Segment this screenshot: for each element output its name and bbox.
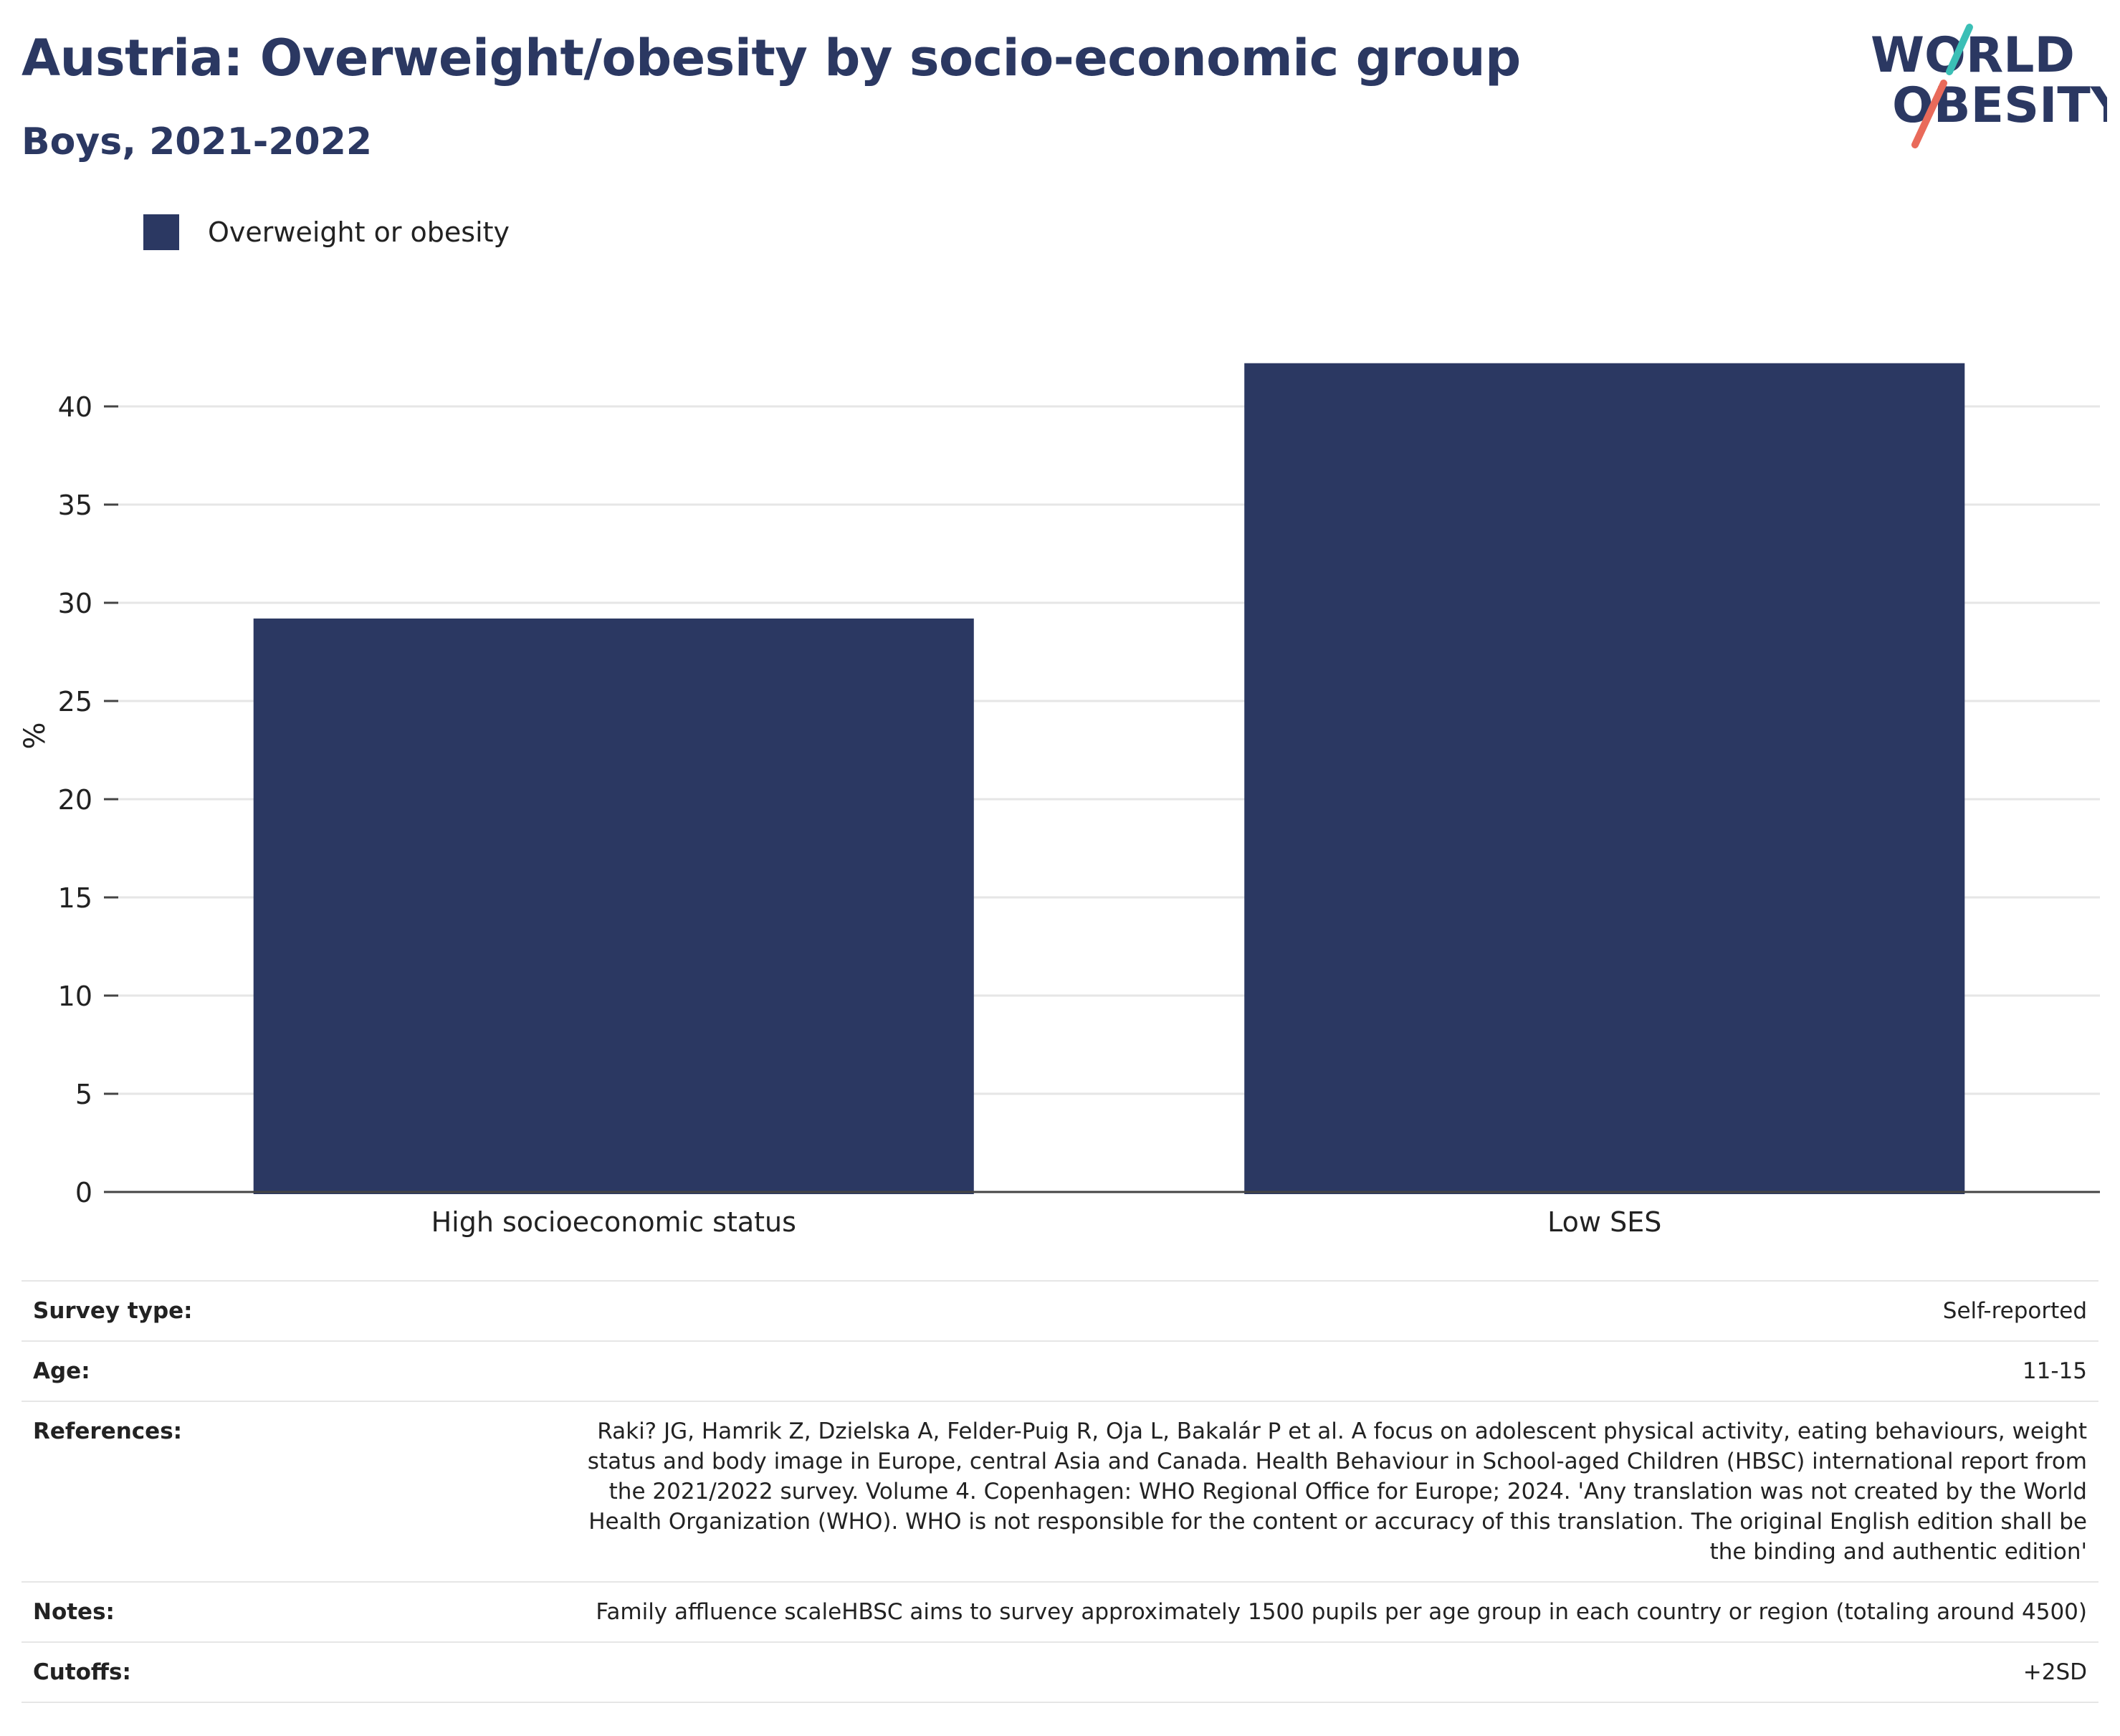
logo-slash-teal-icon: [1946, 24, 1973, 75]
info-value: Raki? JG, Hamrik Z, Dzielska A, Felder-P…: [474, 1401, 2098, 1583]
x-tick-label: High socioeconomic status: [431, 1206, 796, 1238]
y-tick-label: 40: [58, 391, 92, 423]
page-title: Austria: Overweight/obesity by socio-eco…: [22, 29, 1521, 87]
info-row: Age: 11-15: [22, 1340, 2098, 1402]
info-value: Self-reported: [474, 1280, 2098, 1342]
y-tick-label: 15: [58, 882, 92, 914]
info-value: +2SD: [474, 1641, 2098, 1703]
info-label: Age:: [22, 1340, 474, 1402]
y-axis-ticks: 0 5 10 15 20 25 30 35 40: [58, 391, 118, 1208]
logo-line-1: WORLD: [1871, 27, 2075, 84]
y-tick-label: 20: [58, 784, 92, 816]
y-tick-label: 10: [58, 981, 92, 1012]
chart-bars: [253, 363, 1965, 1195]
info-table: Survey type: Self-reported Age: 11-15 Refere…: [22, 1280, 2098, 1703]
info-row: Notes: Family affluence scaleHBSC aims to…: [22, 1581, 2098, 1643]
info-label: Notes:: [22, 1581, 474, 1643]
bar-high-ses[interactable]: [253, 618, 974, 1194]
info-row: References: Raki? JG, Hamrik Z, Dzielska …: [22, 1401, 2098, 1583]
legend-swatch: [143, 214, 179, 250]
info-row: Cutoffs: +2SD: [22, 1641, 2098, 1703]
world-obesity-logo: WORLD OBESITY: [1871, 24, 2107, 148]
y-tick-label: 0: [75, 1177, 92, 1208]
bar-chart: 0 5 10 15 20 25 30 35 40 High socioeconomic stat…: [19, 363, 2100, 1238]
page-subtitle: Boys, 2021-2022: [22, 120, 373, 163]
info-label: Cutoffs:: [22, 1641, 474, 1703]
y-tick-label: 25: [58, 686, 92, 717]
legend-label: Overweight or obesity: [208, 216, 510, 248]
y-tick-label: 35: [58, 490, 92, 521]
logo-slash-coral-icon: [1911, 80, 1947, 148]
y-axis-label: %: [19, 722, 52, 749]
info-row: Survey type: Self-reported: [22, 1280, 2098, 1342]
info-value: 11-15: [474, 1340, 2098, 1402]
info-label: Survey type:: [22, 1280, 474, 1342]
y-tick-label: 5: [75, 1079, 92, 1110]
y-tick-label: 30: [58, 588, 92, 619]
x-tick-label: Low SES: [1547, 1206, 1661, 1238]
bar-low-ses[interactable]: [1244, 363, 1965, 1195]
info-value: Family affluence scaleHBSC aims to surve…: [474, 1581, 2098, 1643]
x-axis-ticks: High socioeconomic status Low SES: [431, 1206, 1662, 1238]
legend: Overweight or obesity: [143, 212, 510, 252]
info-label: References:: [22, 1401, 474, 1583]
